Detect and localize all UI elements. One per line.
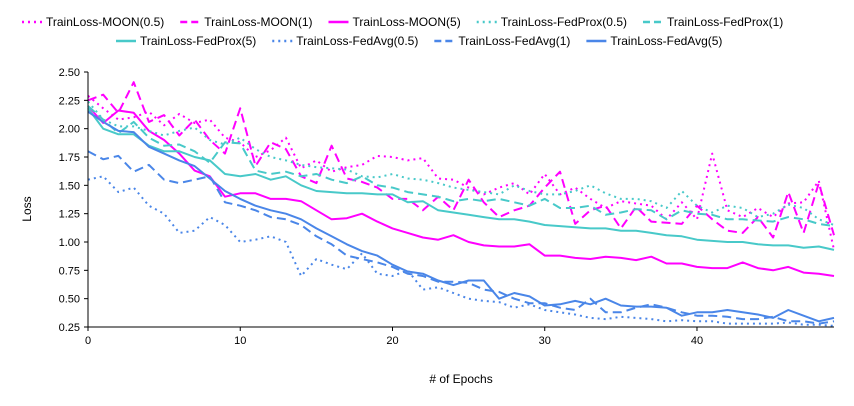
- y-tick-label: 0.25: [59, 322, 80, 334]
- series-line-trainloss-fedavg-5: [87, 110, 835, 323]
- y-tick-label: 2.25: [59, 95, 80, 107]
- x-tick-label: 40: [691, 335, 703, 347]
- series-layer: [87, 81, 835, 327]
- series-line-trainloss-fedavg-1: [87, 150, 835, 325]
- legend-label: TrainLoss-FedAvg(0.5): [296, 34, 418, 48]
- legend-label: TrainLoss-FedProx(0.5): [501, 15, 627, 29]
- legend-label: TrainLoss-FedAvg(5): [610, 34, 722, 48]
- series-line-trainloss-moon-0-5: [87, 95, 835, 251]
- y-ticks: 0.25 0.50 0.75 1.00 1.25 1.50 1.75 2.00 2.25 2.50: [59, 67, 88, 334]
- series-line-trainloss-fedavg-0-5: [87, 175, 835, 327]
- series-line-trainloss-moon-5: [87, 105, 835, 277]
- y-tick-label: 0.75: [59, 265, 80, 277]
- x-tick-label: 0: [85, 335, 91, 347]
- legend-label: TrainLoss-MOON(0.5): [46, 15, 164, 29]
- legend: TrainLoss-MOON(0.5) TrainLoss-MOON(1) Trai…: [22, 15, 783, 48]
- legend-label: TrainLoss-MOON(5): [352, 15, 460, 29]
- x-ticks: 0 10 20 30 40: [85, 327, 703, 347]
- y-tick-label: 1.00: [59, 237, 80, 249]
- y-tick-label: 0.50: [59, 294, 80, 306]
- series-line-trainloss-moon-1: [87, 81, 835, 239]
- y-tick-label: 1.50: [59, 180, 80, 192]
- x-axis-title: # of Epochs: [429, 372, 492, 386]
- legend-label: TrainLoss-FedProx(1): [667, 15, 783, 29]
- y-tick-label: 1.25: [59, 209, 80, 221]
- legend-label: TrainLoss-MOON(1): [204, 15, 312, 29]
- y-tick-label: 1.75: [59, 152, 80, 164]
- x-tick-label: 20: [386, 335, 398, 347]
- x-tick-label: 30: [539, 335, 551, 347]
- plot-area: 0 10 20 30 40 0.25 0.50 0.75 1.00 1.25 1.50 1.75 2.…: [59, 67, 835, 347]
- series-line-trainloss-fedprox-0-5: [87, 100, 835, 226]
- x-tick-label: 10: [234, 335, 246, 347]
- legend-label: TrainLoss-FedProx(5): [140, 34, 256, 48]
- legend-label: TrainLoss-FedAvg(1): [458, 34, 570, 48]
- y-tick-label: 2.50: [59, 67, 80, 79]
- series-line-trainloss-fedprox-1: [87, 105, 835, 228]
- y-axis-title: Loss: [20, 196, 34, 221]
- y-tick-label: 2.00: [59, 124, 80, 136]
- series-line-trainloss-fedprox-5: [87, 107, 835, 251]
